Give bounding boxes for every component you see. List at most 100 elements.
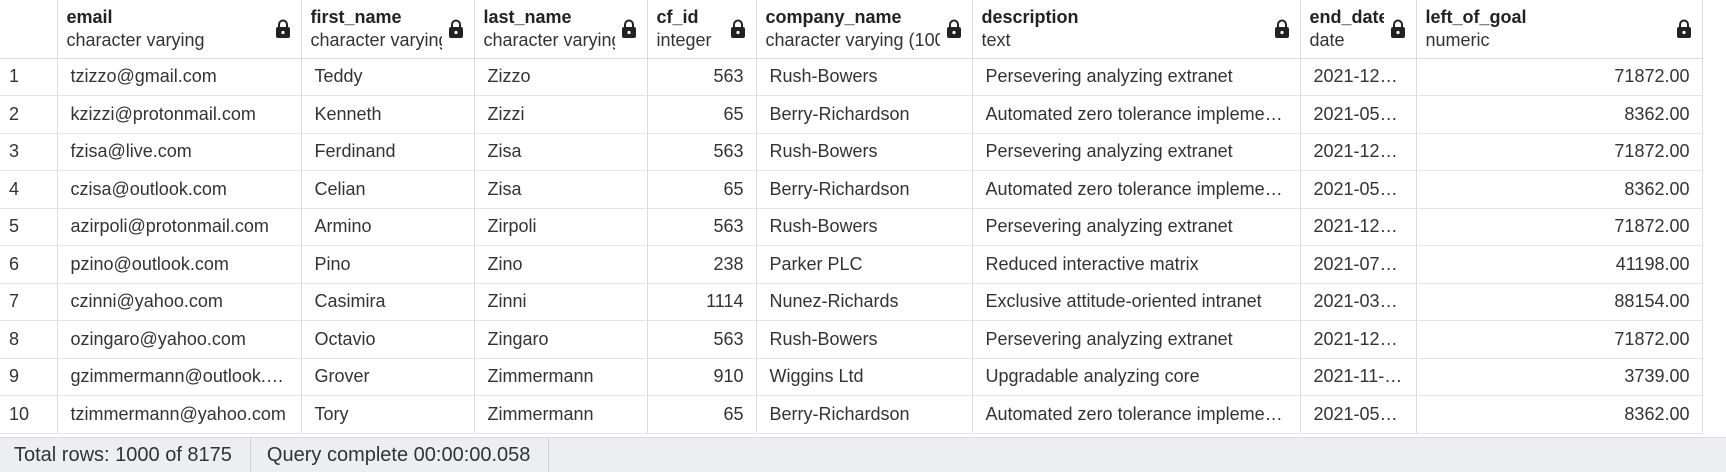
table-row[interactable]: 5 azirpoli@protonmail.com Armino Zirpoli… bbox=[0, 208, 1703, 246]
cell-description[interactable]: Persevering analyzing extranet bbox=[972, 208, 1301, 246]
cell-email[interactable]: czisa@outlook.com bbox=[57, 170, 302, 209]
cell-company-name[interactable]: Rush-Bowers bbox=[756, 208, 973, 246]
cell-last-name[interactable]: Zisa bbox=[474, 133, 648, 171]
cell-end-date[interactable]: 2021-07-21 bbox=[1300, 245, 1417, 284]
cell-last-name[interactable]: Zisa bbox=[474, 170, 648, 209]
cell-last-name[interactable]: Zizzi bbox=[474, 95, 648, 134]
row-number[interactable]: 9 bbox=[0, 358, 58, 396]
cell-left-of-goal[interactable]: 88154.00 bbox=[1416, 283, 1703, 321]
cell-end-date[interactable]: 2021-05-29 bbox=[1300, 395, 1417, 434]
column-header-left-of-goal[interactable]: left_of_goal numeric bbox=[1416, 0, 1703, 59]
cell-description[interactable]: Reduced interactive matrix bbox=[972, 245, 1301, 284]
cell-company-name[interactable]: Rush-Bowers bbox=[756, 58, 973, 96]
cell-end-date[interactable]: 2021-12-26 bbox=[1300, 320, 1417, 359]
cell-email[interactable]: ozingaro@yahoo.com bbox=[57, 320, 302, 359]
cell-description[interactable]: Exclusive attitude-oriented intranet bbox=[972, 283, 1301, 321]
cell-cf-id[interactable]: 65 bbox=[647, 170, 757, 209]
cell-company-name[interactable]: Berry-Richardson bbox=[756, 95, 973, 134]
cell-first-name[interactable]: Armino bbox=[301, 208, 475, 246]
cell-first-name[interactable]: Grover bbox=[301, 358, 475, 396]
row-number[interactable]: 8 bbox=[0, 320, 58, 359]
row-number[interactable]: 4 bbox=[0, 170, 58, 209]
table-row[interactable]: 3 fzisa@live.com Ferdinand Zisa 563 Rush… bbox=[0, 133, 1703, 171]
cell-email[interactable]: gzimmermann@outlook.com bbox=[57, 358, 302, 396]
cell-last-name[interactable]: Zimmermann bbox=[474, 358, 648, 396]
cell-first-name[interactable]: Octavio bbox=[301, 320, 475, 359]
cell-company-name[interactable]: Berry-Richardson bbox=[756, 170, 973, 209]
cell-cf-id[interactable]: 1114 bbox=[647, 283, 757, 321]
row-number[interactable]: 5 bbox=[0, 208, 58, 246]
column-header-description[interactable]: description text bbox=[972, 0, 1301, 59]
cell-description[interactable]: Automated zero tolerance implementat… bbox=[972, 95, 1301, 134]
cell-email[interactable]: azirpoli@protonmail.com bbox=[57, 208, 302, 246]
column-header-company-name[interactable]: company_name character varying (100) bbox=[756, 0, 973, 59]
row-number[interactable]: 10 bbox=[0, 395, 58, 434]
cell-left-of-goal[interactable]: 41198.00 bbox=[1416, 245, 1703, 284]
cell-email[interactable]: kzizzi@protonmail.com bbox=[57, 95, 302, 134]
cell-description[interactable]: Persevering analyzing extranet bbox=[972, 58, 1301, 96]
cell-end-date[interactable]: 2021-12-26 bbox=[1300, 208, 1417, 246]
row-number[interactable]: 1 bbox=[0, 58, 58, 96]
cell-description[interactable]: Automated zero tolerance implementat… bbox=[972, 395, 1301, 434]
table-row[interactable]: 8 ozingaro@yahoo.com Octavio Zingaro 563… bbox=[0, 320, 1703, 359]
cell-first-name[interactable]: Casimira bbox=[301, 283, 475, 321]
row-number[interactable]: 6 bbox=[0, 245, 58, 284]
cell-left-of-goal[interactable]: 8362.00 bbox=[1416, 170, 1703, 209]
cell-cf-id[interactable]: 563 bbox=[647, 58, 757, 96]
cell-first-name[interactable]: Tory bbox=[301, 395, 475, 434]
cell-left-of-goal[interactable]: 71872.00 bbox=[1416, 320, 1703, 359]
cell-email[interactable]: tzizzo@gmail.com bbox=[57, 58, 302, 96]
cell-first-name[interactable]: Kenneth bbox=[301, 95, 475, 134]
cell-cf-id[interactable]: 65 bbox=[647, 395, 757, 434]
cell-description[interactable]: Automated zero tolerance implementat… bbox=[972, 170, 1301, 209]
cell-cf-id[interactable]: 563 bbox=[647, 208, 757, 246]
row-number[interactable]: 2 bbox=[0, 95, 58, 134]
column-header-last-name[interactable]: last_name character varying bbox=[474, 0, 648, 59]
cell-cf-id[interactable]: 65 bbox=[647, 95, 757, 134]
cell-end-date[interactable]: 2021-11-24 bbox=[1300, 358, 1417, 396]
cell-first-name[interactable]: Pino bbox=[301, 245, 475, 284]
cell-email[interactable]: czinni@yahoo.com bbox=[57, 283, 302, 321]
column-header-email[interactable]: email character varying bbox=[57, 0, 302, 59]
cell-left-of-goal[interactable]: 71872.00 bbox=[1416, 208, 1703, 246]
cell-last-name[interactable]: Zino bbox=[474, 245, 648, 284]
cell-cf-id[interactable]: 238 bbox=[647, 245, 757, 284]
row-number[interactable]: 7 bbox=[0, 283, 58, 321]
cell-company-name[interactable]: Berry-Richardson bbox=[756, 395, 973, 434]
cell-cf-id[interactable]: 910 bbox=[647, 358, 757, 396]
cell-first-name[interactable]: Celian bbox=[301, 170, 475, 209]
table-row[interactable]: 6 pzino@outlook.com Pino Zino 238 Parker… bbox=[0, 245, 1703, 284]
cell-last-name[interactable]: Zizzo bbox=[474, 58, 648, 96]
cell-description[interactable]: Upgradable analyzing core bbox=[972, 358, 1301, 396]
table-row[interactable]: 1 tzizzo@gmail.com Teddy Zizzo 563 Rush-… bbox=[0, 58, 1703, 96]
cell-cf-id[interactable]: 563 bbox=[647, 320, 757, 359]
cell-company-name[interactable]: Rush-Bowers bbox=[756, 133, 973, 171]
cell-company-name[interactable]: Parker PLC bbox=[756, 245, 973, 284]
cell-end-date[interactable]: 2021-12-26 bbox=[1300, 58, 1417, 96]
table-row[interactable]: 2 kzizzi@protonmail.com Kenneth Zizzi 65… bbox=[0, 95, 1703, 134]
cell-end-date[interactable]: 2021-05-29 bbox=[1300, 170, 1417, 209]
cell-company-name[interactable]: Rush-Bowers bbox=[756, 320, 973, 359]
row-number-header[interactable] bbox=[0, 0, 58, 59]
cell-end-date[interactable]: 2021-12-26 bbox=[1300, 133, 1417, 171]
column-header-first-name[interactable]: first_name character varying bbox=[301, 0, 475, 59]
cell-last-name[interactable]: Zimmermann bbox=[474, 395, 648, 434]
cell-email[interactable]: tzimmermann@yahoo.com bbox=[57, 395, 302, 434]
cell-last-name[interactable]: Zinni bbox=[474, 283, 648, 321]
cell-email[interactable]: pzino@outlook.com bbox=[57, 245, 302, 284]
column-header-cf-id[interactable]: cf_id integer bbox=[647, 0, 757, 59]
cell-cf-id[interactable]: 563 bbox=[647, 133, 757, 171]
table-row[interactable]: 4 czisa@outlook.com Celian Zisa 65 Berry… bbox=[0, 170, 1703, 209]
cell-last-name[interactable]: Zirpoli bbox=[474, 208, 648, 246]
cell-description[interactable]: Persevering analyzing extranet bbox=[972, 133, 1301, 171]
table-row[interactable]: 10 tzimmermann@yahoo.com Tory Zimmermann… bbox=[0, 395, 1703, 434]
cell-end-date[interactable]: 2021-03-10 bbox=[1300, 283, 1417, 321]
cell-left-of-goal[interactable]: 8362.00 bbox=[1416, 95, 1703, 134]
table-row[interactable]: 9 gzimmermann@outlook.com Grover Zimmerm… bbox=[0, 358, 1703, 396]
table-row[interactable]: 7 czinni@yahoo.com Casimira Zinni 1114 N… bbox=[0, 283, 1703, 321]
cell-last-name[interactable]: Zingaro bbox=[474, 320, 648, 359]
cell-description[interactable]: Persevering analyzing extranet bbox=[972, 320, 1301, 359]
row-number[interactable]: 3 bbox=[0, 133, 58, 171]
cell-left-of-goal[interactable]: 71872.00 bbox=[1416, 133, 1703, 171]
column-header-end-date[interactable]: end_date date bbox=[1300, 0, 1417, 59]
